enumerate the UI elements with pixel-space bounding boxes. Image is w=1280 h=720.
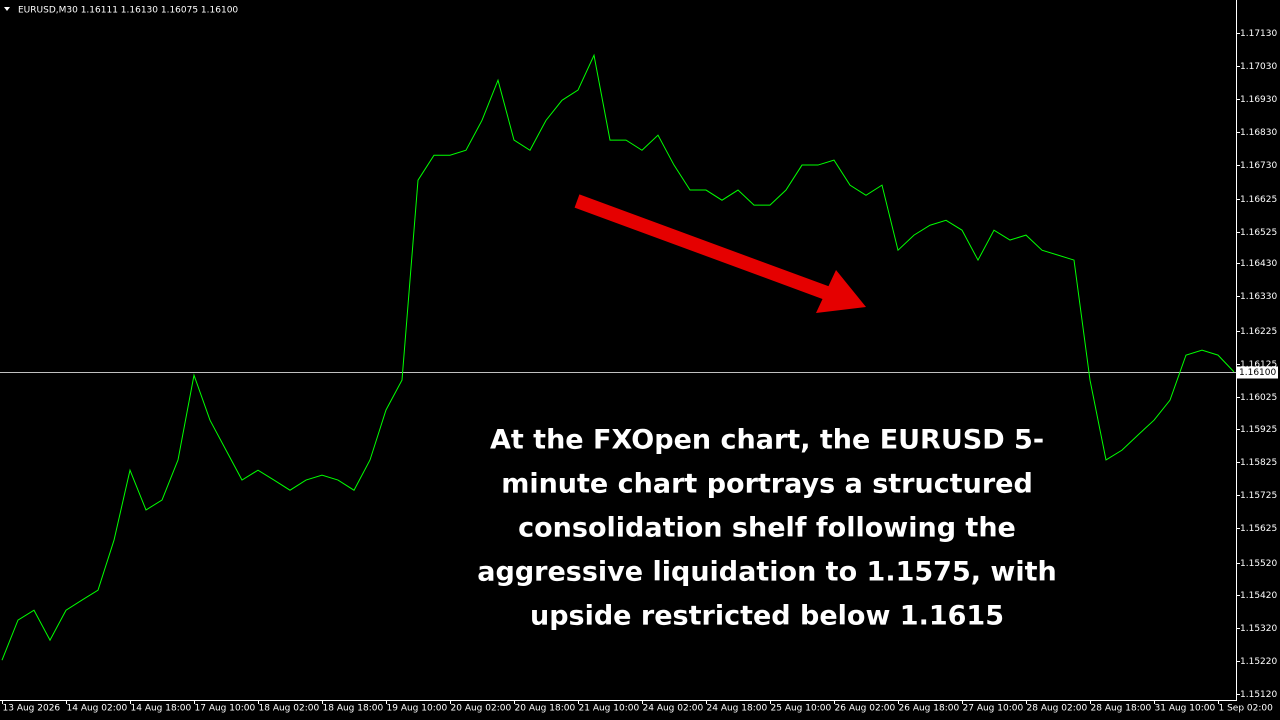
x-tick-label: 1 Sep 02:00 — [1219, 704, 1274, 714]
current-price-box — [1237, 366, 1278, 379]
y-tick-label: 1.15320 — [1240, 624, 1277, 634]
y-tick-label: 1.16330 — [1240, 292, 1277, 302]
x-tick-label: 20 Aug 02:00 — [451, 704, 512, 714]
annotation-line: upside restricted below 1.1615 — [530, 601, 1004, 632]
y-tick-label: 1.15420 — [1240, 591, 1277, 601]
y-tick-label: 1.15120 — [1240, 690, 1277, 700]
x-tick-label: 17 Aug 10:00 — [195, 704, 256, 714]
y-tick-label: 1.15825 — [1240, 458, 1277, 468]
x-tick-label: 25 Aug 10:00 — [771, 704, 832, 714]
y-tick-label: 1.16930 — [1240, 95, 1277, 105]
y-tick-label: 1.15925 — [1240, 425, 1277, 435]
y-tick-label: 1.15625 — [1240, 524, 1277, 534]
y-tick-label: 1.16125 — [1240, 360, 1277, 370]
menu-triangle[interactable] — [4, 7, 10, 11]
y-tick-label: 1.16625 — [1240, 195, 1277, 205]
y-tick-label: 1.15725 — [1240, 491, 1277, 501]
y-tick-label: 1.16430 — [1240, 259, 1277, 269]
y-tick-label: 1.16225 — [1240, 327, 1277, 337]
x-tick-label: 24 Aug 02:00 — [643, 704, 704, 714]
price-line — [1, 53, 1235, 661]
x-tick-label: 28 Aug 02:00 — [1027, 704, 1088, 714]
y-tick-label: 1.16525 — [1240, 228, 1277, 238]
chart-title: EURUSD,M30 1.16111 1.16130 1.16075 1.161… — [18, 6, 238, 16]
arrow-shaft — [574, 194, 835, 302]
arrow — [574, 194, 866, 313]
x-tick-label: 14 Aug 02:00 — [67, 704, 128, 714]
y-tick-label: 1.17130 — [1240, 29, 1277, 39]
x-tick-label: 20 Aug 18:00 — [515, 704, 576, 714]
x-tick-label: 28 Aug 18:00 — [1091, 704, 1152, 714]
x-tick-label: 26 Aug 18:00 — [899, 704, 960, 714]
arrow-head — [816, 270, 866, 313]
y-tick-label: 1.15520 — [1240, 559, 1277, 569]
x-tick-label: 24 Aug 18:00 — [707, 704, 768, 714]
x-tick-label: 27 Aug 10:00 — [963, 704, 1024, 714]
y-tick-label: 1.16730 — [1240, 161, 1277, 171]
x-tick-label: 14 Aug 18:00 — [131, 704, 192, 714]
y-tick-label: 1.16025 — [1240, 393, 1277, 403]
x-tick-label: 18 Aug 18:00 — [323, 704, 384, 714]
x-tick-label: 31 Aug 10:00 — [1155, 704, 1216, 714]
x-tick-label: 21 Aug 10:00 — [579, 704, 640, 714]
annotation-line: minute chart portrays a structured — [501, 469, 1033, 500]
current-price-label: 1.16100 — [1239, 368, 1276, 378]
annotation-line: At the FXOpen chart, the EURUSD 5- — [490, 425, 1044, 456]
annotation-line: aggressive liquidation to 1.1575, with — [477, 557, 1056, 588]
annotation-line: consolidation shelf following the — [518, 513, 1016, 544]
x-tick-label: 18 Aug 02:00 — [259, 704, 320, 714]
x-tick-label: 26 Aug 02:00 — [835, 704, 896, 714]
y-tick-label: 1.16830 — [1240, 128, 1277, 138]
y-tick-label: 1.17030 — [1240, 62, 1277, 72]
x-tick-label: 13 Aug 2026 — [3, 704, 61, 714]
x-tick-label: 19 Aug 10:00 — [387, 704, 448, 714]
y-tick-label: 1.15220 — [1240, 657, 1277, 667]
